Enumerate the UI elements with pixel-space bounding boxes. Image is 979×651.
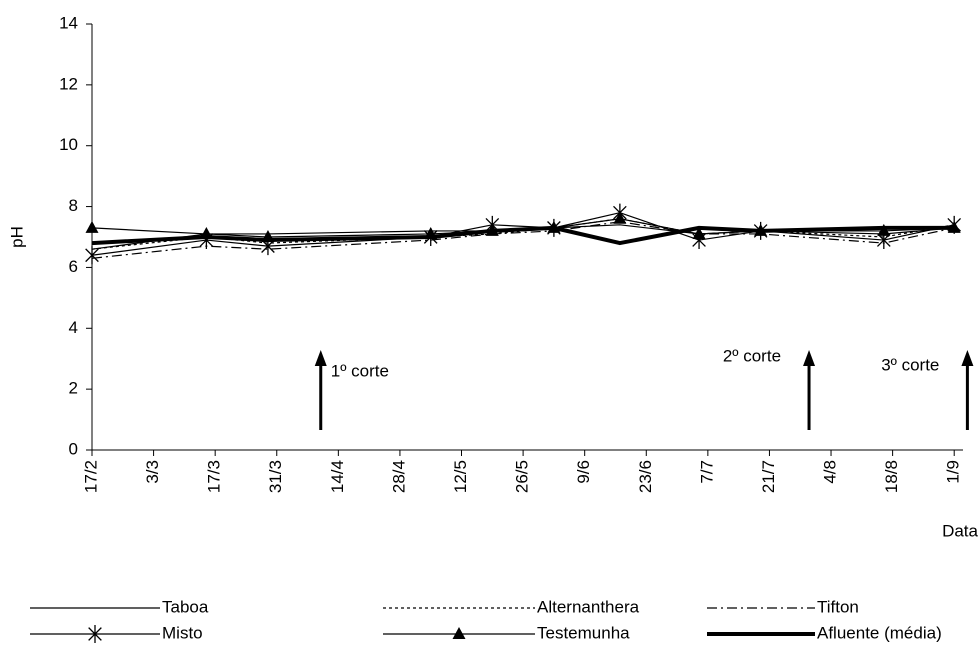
annotation: 1º corte (314, 350, 389, 430)
legend-label: Taboa (162, 597, 209, 616)
y-tick-label: 0 (69, 439, 78, 458)
x-axis-label: Data (942, 521, 978, 540)
legend-label: Testemunha (537, 623, 630, 642)
legend-label: Misto (162, 623, 203, 642)
x-tick-label: 4/8 (821, 460, 840, 484)
x-tick-label: 23/6 (636, 460, 655, 493)
x-tick-label: 26/5 (513, 460, 532, 493)
x-tick-label: 1/9 (944, 460, 963, 484)
legend-label: Tifton (817, 597, 859, 616)
annotation: 3º corte (881, 350, 974, 430)
series-line (91, 221, 955, 259)
annotation-label: 1º corte (331, 361, 389, 380)
x-tick-label: 9/6 (574, 460, 593, 484)
legend-item: Afluente (média) (707, 623, 942, 642)
marker (692, 226, 706, 239)
y-tick-label: 14 (59, 13, 78, 32)
y-axis-label: pH (7, 226, 26, 248)
marker (613, 211, 627, 224)
x-tick-label: 3/3 (143, 460, 162, 484)
x-tick-label: 18/8 (882, 460, 901, 493)
x-tick-label: 17/2 (81, 460, 100, 493)
legend-item: Tifton (707, 597, 859, 616)
legend-item: Taboa (30, 597, 209, 616)
legend-item: Alternanthera (383, 597, 640, 616)
annotation-arrowhead (314, 350, 327, 366)
legend-item: Testemunha (383, 623, 630, 642)
x-tick-label: 17/3 (205, 460, 224, 493)
y-tick-label: 6 (69, 257, 78, 276)
legend-label: Afluente (média) (817, 623, 942, 642)
annotation-arrowhead (961, 350, 974, 366)
x-tick-label: 28/4 (389, 460, 408, 493)
y-tick-label: 8 (69, 196, 78, 215)
annotation-label: 3º corte (881, 355, 939, 374)
x-tick-label: 21/7 (759, 460, 778, 493)
annotation-arrowhead (803, 350, 816, 366)
marker (877, 223, 891, 236)
marker (85, 246, 99, 265)
marker (88, 625, 102, 643)
marker (452, 627, 466, 639)
x-tick-label: 7/7 (697, 460, 716, 484)
marker (85, 220, 99, 233)
y-tick-label: 2 (69, 379, 78, 398)
annotation-label: 2º corte (723, 346, 781, 365)
y-tick-label: 10 (59, 135, 78, 154)
y-tick-label: 4 (69, 318, 78, 337)
annotation: 2º corte (723, 346, 816, 430)
x-tick-label: 31/3 (266, 460, 285, 493)
legend-item: Misto (30, 623, 203, 643)
y-tick-label: 12 (59, 74, 78, 93)
legend-label: Alternanthera (537, 597, 640, 616)
series-line (91, 225, 955, 246)
x-tick-label: 12/5 (451, 460, 470, 493)
x-tick-label: 14/4 (328, 460, 347, 493)
